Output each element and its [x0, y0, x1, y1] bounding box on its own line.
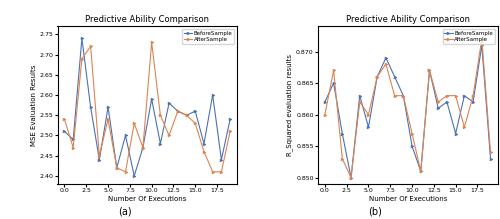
BeforeSample [322, 101, 328, 103]
BeforeSample [383, 57, 389, 59]
AfterSample [444, 94, 450, 97]
AfterSample [158, 114, 164, 117]
BeforeSample [105, 106, 111, 108]
Legend: BeforeSample, AfterSample: BeforeSample, AfterSample [442, 29, 494, 44]
BeforeSample [79, 37, 85, 40]
BeforeSample [210, 94, 216, 96]
BeforeSample [340, 132, 345, 135]
AfterSample [227, 130, 233, 133]
BeforeSample [140, 146, 146, 149]
BeforeSample [479, 44, 485, 46]
BeforeSample [462, 94, 468, 97]
AfterSample [435, 101, 441, 103]
BeforeSample [452, 132, 458, 135]
Y-axis label: R_Squared evaluation results: R_Squared evaluation results [286, 54, 294, 156]
AfterSample [400, 94, 406, 97]
AfterSample [374, 75, 380, 78]
BeforeSample [122, 134, 128, 137]
AfterSample [192, 122, 198, 125]
BeforeSample [192, 110, 198, 113]
BeforeSample [114, 166, 120, 169]
BeforeSample [88, 106, 94, 108]
AfterSample [131, 122, 137, 125]
Line: AfterSample: AfterSample [63, 41, 232, 173]
AfterSample [70, 146, 76, 149]
BeforeSample [470, 101, 476, 103]
BeforeSample [488, 157, 494, 160]
AfterSample [357, 101, 363, 103]
Title: Predictive Ability Comparison: Predictive Ability Comparison [346, 15, 470, 24]
BeforeSample [426, 69, 432, 72]
X-axis label: Number Of Executions: Number Of Executions [368, 196, 447, 202]
Legend: BeforeSample, AfterSample: BeforeSample, AfterSample [182, 29, 234, 44]
AfterSample [452, 94, 458, 97]
BeforeSample [444, 101, 450, 103]
BeforeSample [374, 75, 380, 78]
AfterSample [79, 57, 85, 60]
AfterSample [114, 166, 120, 169]
BeforeSample [175, 110, 181, 113]
X-axis label: Number Of Executions: Number Of Executions [108, 196, 186, 202]
BeforeSample [201, 142, 207, 145]
AfterSample [462, 126, 468, 129]
AfterSample [148, 41, 154, 44]
BeforeSample [62, 130, 68, 133]
Text: (b): (b) [368, 207, 382, 217]
AfterSample [140, 146, 146, 149]
BeforeSample [357, 94, 363, 97]
BeforeSample [348, 176, 354, 179]
BeforeSample [435, 107, 441, 110]
AfterSample [96, 154, 102, 157]
AfterSample [470, 94, 476, 97]
AfterSample [488, 151, 494, 154]
BeforeSample [158, 142, 164, 145]
BeforeSample [184, 114, 190, 117]
Line: AfterSample: AfterSample [324, 37, 492, 179]
BeforeSample [400, 94, 406, 97]
Line: BeforeSample: BeforeSample [324, 44, 492, 179]
AfterSample [201, 150, 207, 153]
AfterSample [409, 132, 415, 135]
BeforeSample [70, 138, 76, 141]
BeforeSample [166, 102, 172, 104]
AfterSample [184, 114, 190, 117]
Text: (a): (a) [118, 207, 132, 217]
AfterSample [210, 171, 216, 173]
AfterSample [62, 118, 68, 121]
AfterSample [366, 113, 372, 116]
AfterSample [175, 110, 181, 113]
AfterSample [330, 69, 336, 72]
AfterSample [322, 113, 328, 116]
Line: BeforeSample: BeforeSample [63, 37, 232, 177]
BeforeSample [148, 98, 154, 100]
AfterSample [105, 118, 111, 121]
BeforeSample [418, 170, 424, 173]
AfterSample [340, 157, 345, 160]
BeforeSample [131, 175, 137, 177]
BeforeSample [392, 75, 398, 78]
AfterSample [218, 171, 224, 173]
AfterSample [479, 38, 485, 40]
AfterSample [348, 176, 354, 179]
Title: Predictive Ability Comparison: Predictive Ability Comparison [86, 15, 210, 24]
AfterSample [122, 171, 128, 173]
BeforeSample [218, 158, 224, 161]
AfterSample [418, 170, 424, 173]
AfterSample [383, 63, 389, 65]
Y-axis label: MSE Evaluation Results: MSE Evaluation Results [30, 64, 36, 146]
AfterSample [392, 94, 398, 97]
AfterSample [88, 45, 94, 48]
BeforeSample [330, 82, 336, 84]
AfterSample [166, 134, 172, 137]
BeforeSample [366, 126, 372, 129]
AfterSample [426, 69, 432, 72]
BeforeSample [96, 158, 102, 161]
BeforeSample [409, 145, 415, 147]
BeforeSample [227, 118, 233, 121]
